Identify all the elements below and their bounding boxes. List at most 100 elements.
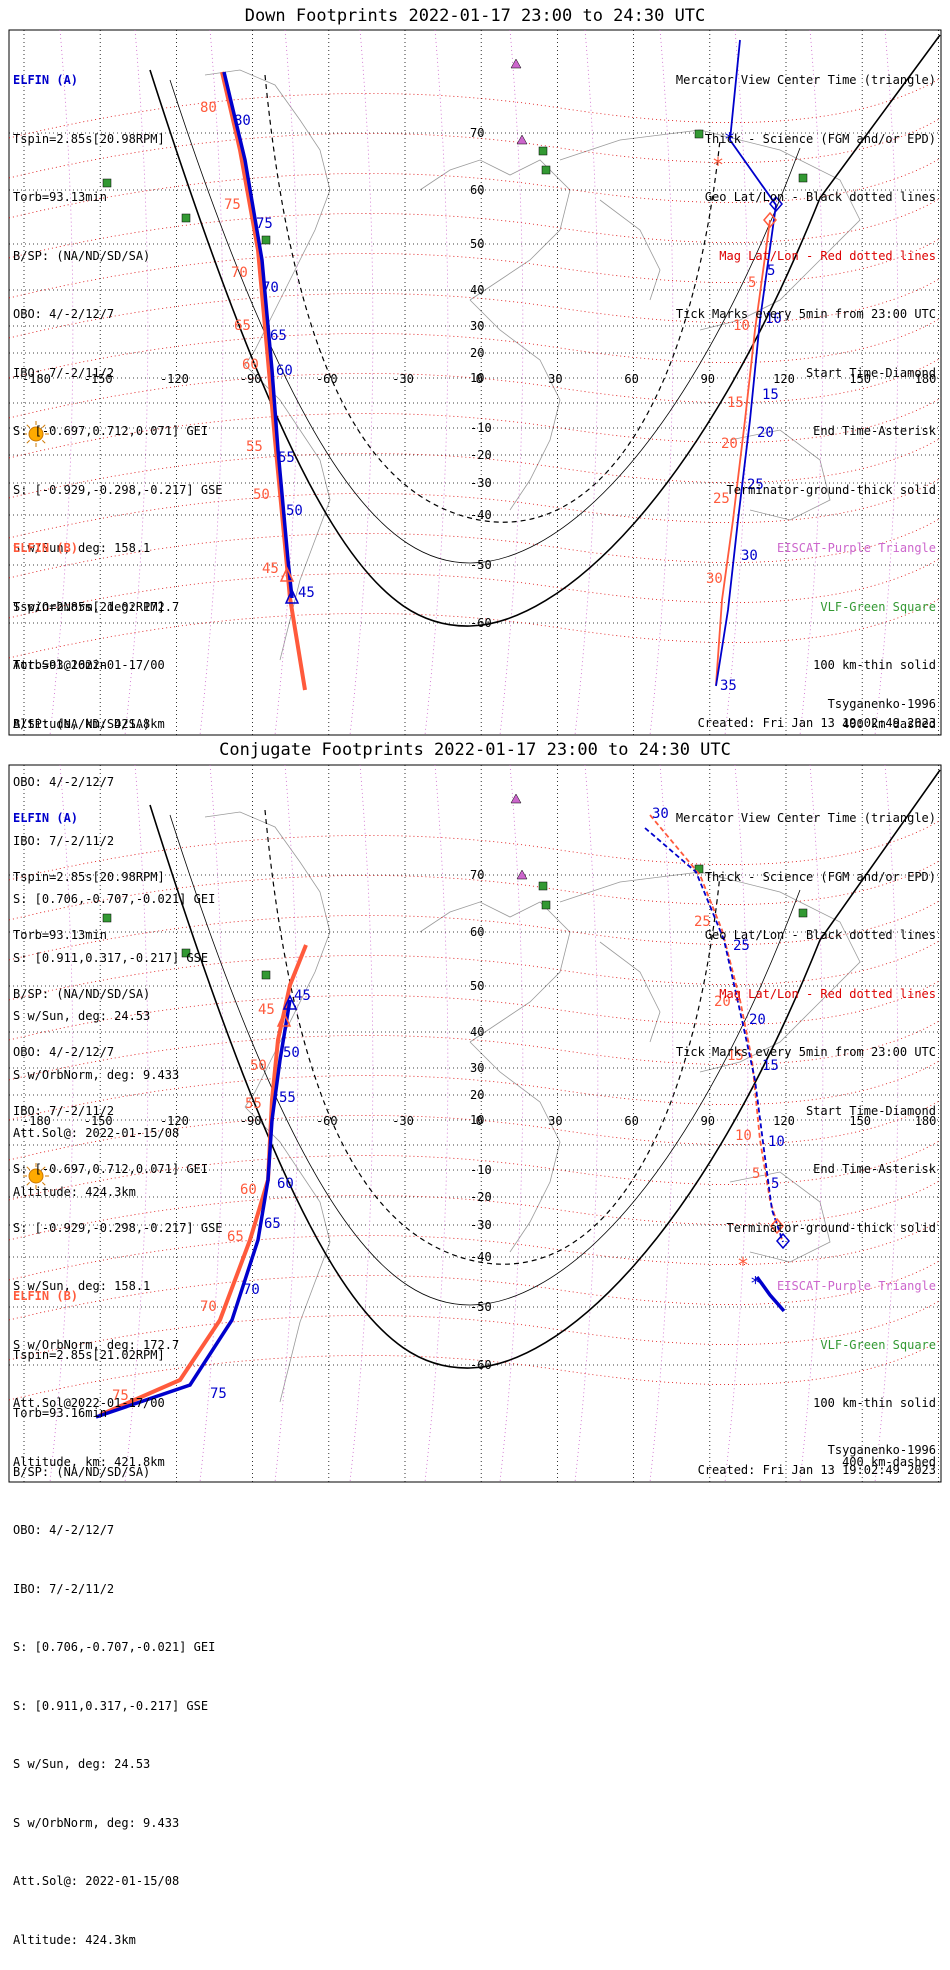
mag-lon-grid [49, 29, 899, 736]
lat-tick-label: 70 [470, 868, 484, 882]
created-stamp-conjugate: Created: Fri Jan 13 19:02:49 2023 [697, 1463, 936, 1477]
legend-mag: Mag Lat/Lon - Red dotted lines [719, 248, 936, 263]
legend-conjugate: Mercator View Center Time (triangle) Thi… [676, 770, 936, 1492]
sat-a-torb: Torb=93.13min [13, 928, 107, 942]
sat-a-gse: S: [-0.929,-0.298,-0.217] GSE [13, 482, 223, 497]
sat-b-info-conjugate: ELFIN (B) Tspin=2.85s[21.02RPM] Torb=93.… [13, 1248, 215, 1970]
track-a-label: 70 [262, 280, 279, 296]
track-a-label: 20 [757, 425, 774, 441]
track-a-label: 20 [749, 1012, 766, 1028]
continent-outlines [204, 811, 861, 1403]
track-a-west [95, 999, 292, 1419]
panel-title-conjugate: Conjugate Footprints 2022-01-17 23:00 to… [219, 740, 731, 760]
lon-tick-label: 90 [701, 372, 715, 386]
track-a-label: 5 [771, 1176, 779, 1192]
sat-a-obo: OBO: 4/-2/12/7 [13, 1045, 115, 1059]
sat-a-torb: Torb=93.13min [13, 190, 107, 204]
track-b-label: 60 [240, 1182, 257, 1198]
sat-b-sun: S w/Sun, deg: 24.53 [13, 1757, 151, 1771]
track-b-label: 60 [242, 357, 259, 373]
coastline-4 [559, 871, 861, 1073]
vlf-square [798, 908, 808, 918]
legend-center-time: Mercator View Center Time (triangle) [675, 73, 936, 87]
sat-a-ibo: IBO: 7/-2/11/2 [13, 1103, 115, 1118]
sat-b-orbnorm: S w/OrbNorm, deg: 9.433 [13, 1067, 180, 1082]
lat-tick-label: 40 [470, 283, 484, 297]
end-asterisk-b: * [712, 153, 724, 177]
track-a-label: 50 [286, 503, 303, 519]
track-b-label: 65 [227, 1229, 244, 1245]
legend-end: End Time-Asterisk [813, 1162, 936, 1176]
track-b-label: 75 [112, 1388, 129, 1404]
track-a-east [715, 39, 777, 687]
lat-tick-label: -10 [470, 421, 492, 435]
track-a-label: 15 [762, 1058, 779, 1074]
terminator-ground [149, 769, 941, 1369]
track-a-label: 10 [765, 311, 782, 327]
track-b-label: 30 [706, 571, 723, 587]
footprint-maps: -180 -150 -120 -90 -60 -30 0 30 60 90 120 150 180706… [8, 0, 942, 1483]
track-b-label: 70 [200, 1299, 217, 1315]
lon-tick-label: 0 [476, 1114, 483, 1128]
lon-tick-label: 0 [476, 372, 483, 386]
vlf-square [538, 146, 548, 156]
track-b-label: 55 [246, 439, 263, 455]
legend-vlf: VLF-Green Square [820, 599, 936, 614]
sat-b-name: ELFIN (B) [13, 1289, 79, 1303]
track-b-label: 70 [231, 265, 248, 281]
sat-b-attsol: Att.Sol@: 2022-01-15/08 [13, 1126, 180, 1140]
legend-400km: 400 km-dashed [842, 716, 936, 731]
legend-terminator: Terminator-ground-thick solid [726, 482, 936, 497]
vlf-square [798, 173, 808, 183]
track-b-east [715, 219, 771, 686]
mag-lon-line [274, 29, 299, 736]
sat-b-sun: S w/Sun, deg: 24.53 [13, 1009, 151, 1023]
sat-b-name: ELFIN (B) [13, 541, 79, 555]
sat-b-info-down: ELFIN (B) Tspin=2.85s[21.02RPM] Torb=93.… [13, 500, 215, 1222]
legend-science: Thick - Science (FGM and/or EPD) [704, 869, 936, 884]
track-a-label: 75 [210, 1386, 227, 1402]
track-b-label: 50 [250, 1058, 267, 1074]
lon-tick-label: 180 [915, 372, 937, 386]
coastline-5 [729, 1171, 831, 1263]
eiscat-triangle [510, 58, 522, 69]
shadow-100km [169, 814, 801, 1306]
track-b-label: 25 [713, 491, 730, 507]
lat-tick-label: -60 [470, 616, 492, 630]
center-triangle-a [284, 588, 300, 604]
track-a-label: 25 [733, 938, 750, 954]
coastline-6 [599, 199, 661, 301]
created-stamp-down: Created: Fri Jan 13 19:02:49 2023 [697, 716, 936, 730]
track-a-label: 35 [720, 678, 737, 694]
lat-tick-label: 10 [470, 1113, 484, 1127]
lat-tick-label: 10 [470, 371, 484, 385]
sat-a-gei: S: [-0.697,0.712,0.071] GEI [13, 1162, 209, 1176]
track-b-label: 45 [262, 561, 279, 577]
sat-a-bsp: B/SP: (NA/ND/SD/SA) [13, 986, 151, 1001]
track-b-label: 15 [727, 1048, 744, 1064]
lat-tick-label: 50 [470, 979, 484, 993]
track-a-end [755, 1275, 786, 1313]
mag-lon-line [424, 29, 449, 736]
sat-b-torb: Torb=93.16min [13, 1406, 107, 1420]
mag-lon-line [799, 29, 824, 736]
lat-tick-label: -20 [470, 448, 492, 462]
mag-lon-line [724, 29, 749, 736]
sat-a-orbnorm: S w/OrbNorm, deg: 172.7 [13, 599, 180, 614]
track-a-label: 25 [747, 477, 764, 493]
coastline-3 [469, 299, 561, 511]
vlf-square [261, 235, 271, 245]
legend-center-time: Mercator View Center Time (triangle) [675, 811, 936, 825]
end-asterisk-a: * [724, 129, 735, 150]
sat-a-altitude: Altitude, km: 421.8km [13, 716, 165, 731]
lat-tick-label: 20 [470, 346, 484, 360]
lon-tick-label: -60 [316, 372, 338, 386]
sat-b-gse: S: [0.911,0.317,-0.217] GSE [13, 1698, 209, 1713]
end-asterisk-a: * [750, 1273, 761, 1294]
mag-lon-line [199, 29, 224, 736]
track-b-label: 10 [733, 318, 750, 334]
track-b-east [649, 814, 783, 1241]
legend-start: Start Time-Diamond [805, 1103, 936, 1118]
vlf-square [102, 913, 112, 923]
legend-ticks: Tick Marks every 5min from 23:00 UTC [675, 1045, 936, 1059]
